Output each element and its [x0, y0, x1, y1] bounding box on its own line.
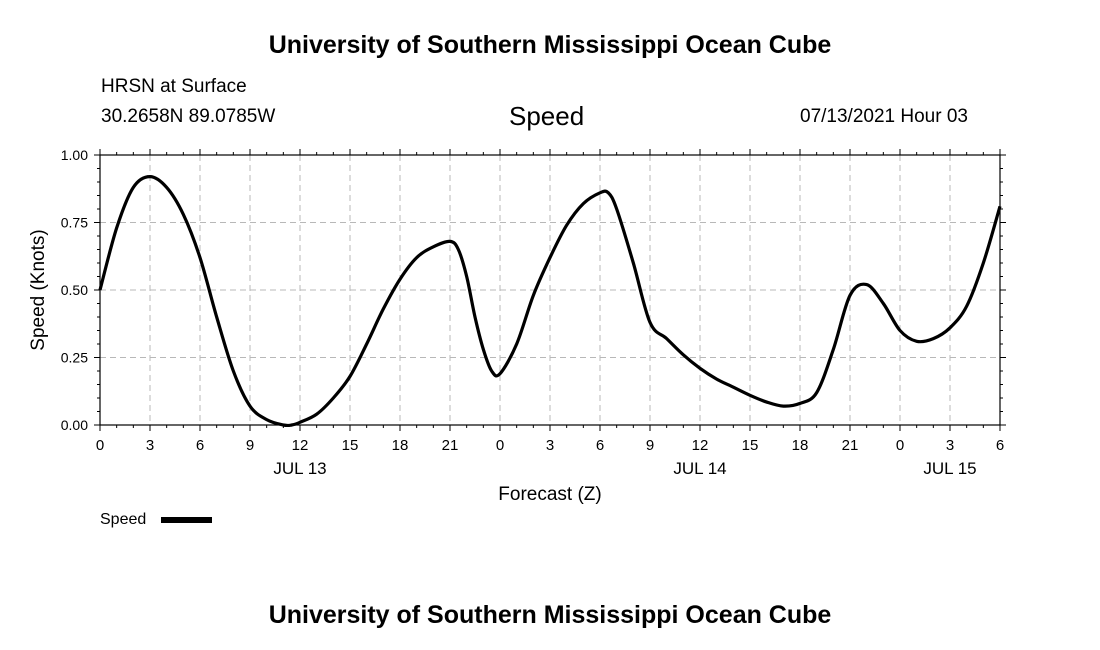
y-tick-label: 0.00 [61, 417, 88, 433]
x-tick-label: 12 [292, 437, 309, 454]
x-tick-label: 6 [596, 437, 604, 454]
x-tick-label: 9 [246, 437, 254, 454]
x-tick-label: 18 [392, 437, 409, 454]
x-tick-label: 0 [896, 437, 904, 454]
x-tick-label: 0 [96, 437, 104, 454]
page-title-top: University of Southern Mississippi Ocean… [268, 31, 832, 59]
x-tick-label: 3 [546, 437, 554, 454]
x-date-label: JUL 15 [923, 459, 976, 478]
chart-title: Speed [509, 101, 585, 131]
forecast-datetime: 07/13/2021 Hour 03 [800, 106, 968, 127]
x-date-label: JUL 13 [273, 459, 326, 478]
y-tick-label: 0.50 [61, 282, 88, 298]
x-tick-label: 21 [442, 437, 459, 454]
station-coordinates: 30.2658N 89.0785W [101, 106, 276, 127]
series-line-speed [98, 175, 1002, 428]
y-tick-label: 1.00 [61, 147, 88, 163]
y-tick-label: 0.75 [61, 215, 88, 231]
station-label: HRSN at Surface [101, 76, 247, 97]
page-title-bottom: University of Southern Mississippi Ocean… [268, 601, 832, 629]
y-tick-label: 0.25 [61, 350, 88, 366]
x-tick-label: 3 [946, 437, 954, 454]
x-date-label: JUL 14 [673, 459, 726, 478]
x-tick-label: 9 [646, 437, 654, 454]
x-tick-label: 15 [742, 437, 759, 454]
x-tick-label: 12 [692, 437, 709, 454]
x-tick-label: 3 [146, 437, 154, 454]
x-tick-label: 6 [196, 437, 204, 454]
x-tick-label: 15 [342, 437, 359, 454]
x-tick-label: 0 [496, 437, 504, 454]
legend-label: Speed [100, 511, 146, 528]
x-axis-label: Forecast (Z) [498, 484, 601, 505]
x-tick-label: 18 [792, 437, 809, 454]
x-tick-label: 6 [996, 437, 1004, 454]
x-tick-label: 21 [842, 437, 859, 454]
y-axis-label: Speed (Knots) [28, 229, 49, 350]
